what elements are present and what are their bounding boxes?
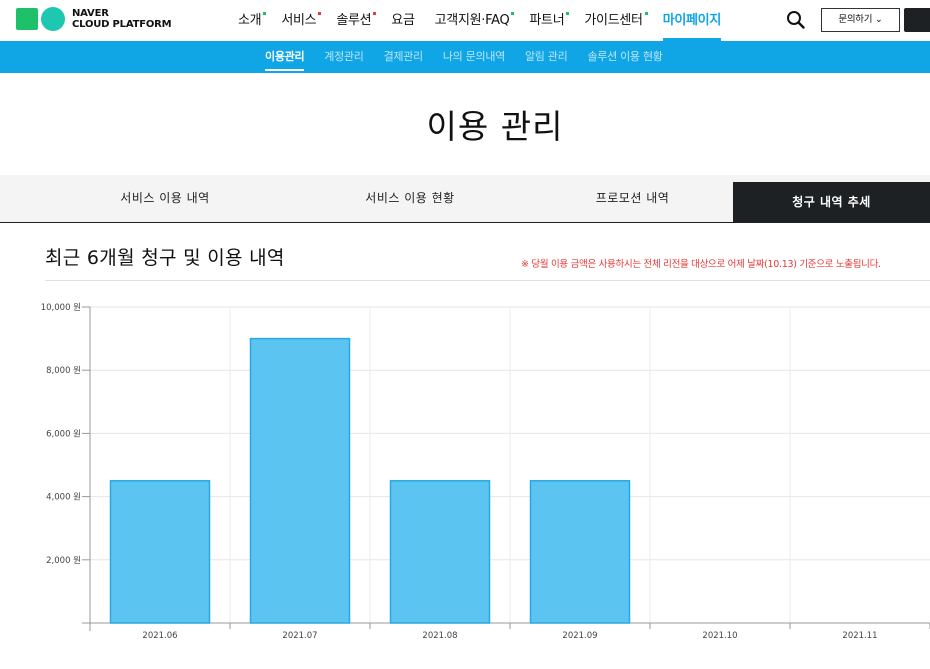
gnb-item-label: 마이페이지 bbox=[662, 13, 722, 28]
subnav-item-3[interactable]: 나의 문의내역 bbox=[442, 50, 505, 63]
subnav-item-5[interactable]: 솔루션 이용 현황 bbox=[587, 50, 663, 63]
console-button[interactable] bbox=[904, 8, 930, 32]
gnb-item-label: 솔루션 bbox=[336, 13, 372, 28]
section-title: 최근 6개월 청구 및 이용 내역 bbox=[45, 247, 285, 269]
logo[interactable]: NAVER CLOUD PLATFORM bbox=[16, 7, 172, 31]
gnb-item-6[interactable]: 가이드센터 bbox=[574, 0, 652, 41]
new-dot-icon bbox=[263, 12, 267, 15]
global-nav: 소개 서비스 솔루션 요금 고객지원·FAQ 파트너 가이드센터 마이페이지 bbox=[228, 0, 731, 41]
gnb-item-4[interactable]: 고객지원·FAQ bbox=[425, 0, 520, 41]
subnav-item-0[interactable]: 이용관리 bbox=[255, 41, 314, 73]
y-tick-label: 10,000 원 bbox=[41, 303, 81, 313]
subnav-item-1[interactable]: 계정관리 bbox=[324, 50, 364, 63]
gnb-item-5[interactable]: 파트너 bbox=[519, 0, 574, 41]
divider bbox=[45, 280, 930, 281]
inquiry-button[interactable]: 문의하기 ⌄ bbox=[821, 8, 900, 32]
content-tabs: 서비스 이용 내역 서비스 이용 현황 프로모션 내역 청구 내역 추세 bbox=[0, 175, 930, 223]
y-tick-label: 2,000 원 bbox=[46, 556, 81, 566]
gnb-item-7[interactable]: 마이페이지 bbox=[653, 0, 731, 41]
bar bbox=[529, 480, 631, 624]
tab-2[interactable]: 프로모션 내역 bbox=[595, 191, 670, 205]
gnb-item-label: 파트너 bbox=[529, 13, 565, 28]
subnav-item-2[interactable]: 결제관리 bbox=[383, 50, 424, 63]
tab-3[interactable]: 청구 내역 추세 bbox=[733, 182, 930, 222]
gnb-item-label: 소개 bbox=[238, 13, 262, 28]
new-dot-icon bbox=[511, 12, 515, 15]
x-tick-label: 2021.10 bbox=[702, 631, 737, 641]
bar bbox=[389, 480, 491, 624]
billing-trend-chart: 2,000 원 4,000 원 6,000 원 8,000 원 10,000 원 2021… bbox=[0, 290, 930, 669]
gnb-item-1[interactable]: 서비스 bbox=[271, 0, 326, 41]
y-tick-label: 6,000 원 bbox=[46, 429, 81, 439]
logo-text: NAVER CLOUD PLATFORM bbox=[72, 8, 172, 30]
x-tick-label: 2021.09 bbox=[562, 631, 597, 641]
x-tick-label: 2021.07 bbox=[282, 631, 317, 641]
subnav-item-4[interactable]: 알림 관리 bbox=[524, 50, 568, 63]
top-header: NAVER CLOUD PLATFORM 소개 서비스 솔루션 요금 고객지원·FAQ 파… bbox=[0, 0, 930, 41]
bar bbox=[249, 337, 351, 624]
logo-mark bbox=[16, 7, 65, 31]
x-tick-label: 2021.08 bbox=[422, 631, 457, 641]
gnb-item-label: 가이드센터 bbox=[584, 13, 643, 28]
notice-text: ※ 당월 이용 금액은 사용하시는 전체 리전을 대상으로 어제 날짜(10.1… bbox=[521, 259, 881, 270]
y-tick-label: 4,000 원 bbox=[46, 493, 81, 503]
tab-1[interactable]: 서비스 이용 현황 bbox=[365, 191, 455, 205]
tab-0[interactable]: 서비스 이용 내역 bbox=[120, 191, 210, 205]
gnb-item-3[interactable]: 요금 bbox=[381, 0, 424, 41]
new-dot-icon bbox=[566, 12, 570, 15]
y-tick-label: 8,000 원 bbox=[46, 366, 81, 376]
x-tick-label: 2021.11 bbox=[842, 631, 877, 641]
sub-nav: 이용관리 계정관리 결제관리 나의 문의내역 알림 관리 솔루션 이용 현황 bbox=[0, 41, 930, 73]
bar bbox=[109, 480, 211, 624]
gnb-item-label: 요금 bbox=[391, 13, 415, 28]
gnb-item-label: 고객지원·FAQ bbox=[434, 13, 510, 28]
gnb-item-0[interactable]: 소개 bbox=[228, 0, 271, 41]
x-tick-label: 2021.06 bbox=[142, 631, 177, 641]
new-dot-icon bbox=[373, 12, 377, 15]
chart-svg: 2,000 원 4,000 원 6,000 원 8,000 원 10,000 원 2021… bbox=[41, 303, 930, 641]
new-dot-icon bbox=[644, 12, 648, 15]
page-title: 이용 관리 bbox=[426, 107, 564, 146]
new-dot-icon bbox=[318, 12, 322, 15]
search-icon[interactable] bbox=[785, 9, 807, 31]
gnb-item-2[interactable]: 솔루션 bbox=[326, 0, 381, 41]
gnb-item-label: 서비스 bbox=[281, 13, 317, 28]
